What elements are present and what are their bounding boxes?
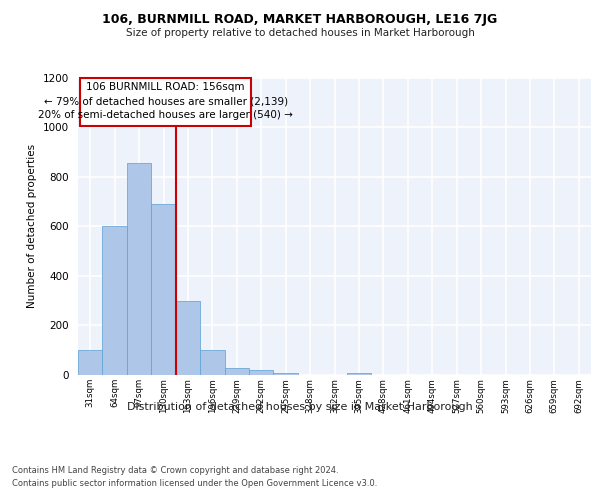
- Bar: [249, 370, 274, 375]
- Text: Contains HM Land Registry data © Crown copyright and database right 2024.: Contains HM Land Registry data © Crown c…: [12, 466, 338, 475]
- Text: ← 79% of detached houses are smaller (2,139): ← 79% of detached houses are smaller (2,…: [44, 96, 288, 106]
- Text: Distribution of detached houses by size in Market Harborough: Distribution of detached houses by size …: [127, 402, 473, 412]
- Text: 106 BURNMILL ROAD: 156sqm: 106 BURNMILL ROAD: 156sqm: [86, 82, 245, 92]
- Bar: [127, 163, 151, 375]
- Bar: [347, 372, 371, 375]
- Bar: [80, 78, 251, 126]
- Bar: [103, 226, 127, 375]
- Bar: [176, 300, 200, 375]
- Text: Size of property relative to detached houses in Market Harborough: Size of property relative to detached ho…: [125, 28, 475, 38]
- Bar: [151, 204, 176, 375]
- Text: 20% of semi-detached houses are larger (540) →: 20% of semi-detached houses are larger (…: [38, 110, 293, 120]
- Y-axis label: Number of detached properties: Number of detached properties: [27, 144, 37, 308]
- Bar: [224, 368, 249, 375]
- Text: Contains public sector information licensed under the Open Government Licence v3: Contains public sector information licen…: [12, 479, 377, 488]
- Bar: [200, 350, 224, 375]
- Bar: [274, 372, 298, 375]
- Bar: [78, 350, 103, 375]
- Text: 106, BURNMILL ROAD, MARKET HARBOROUGH, LE16 7JG: 106, BURNMILL ROAD, MARKET HARBOROUGH, L…: [103, 12, 497, 26]
